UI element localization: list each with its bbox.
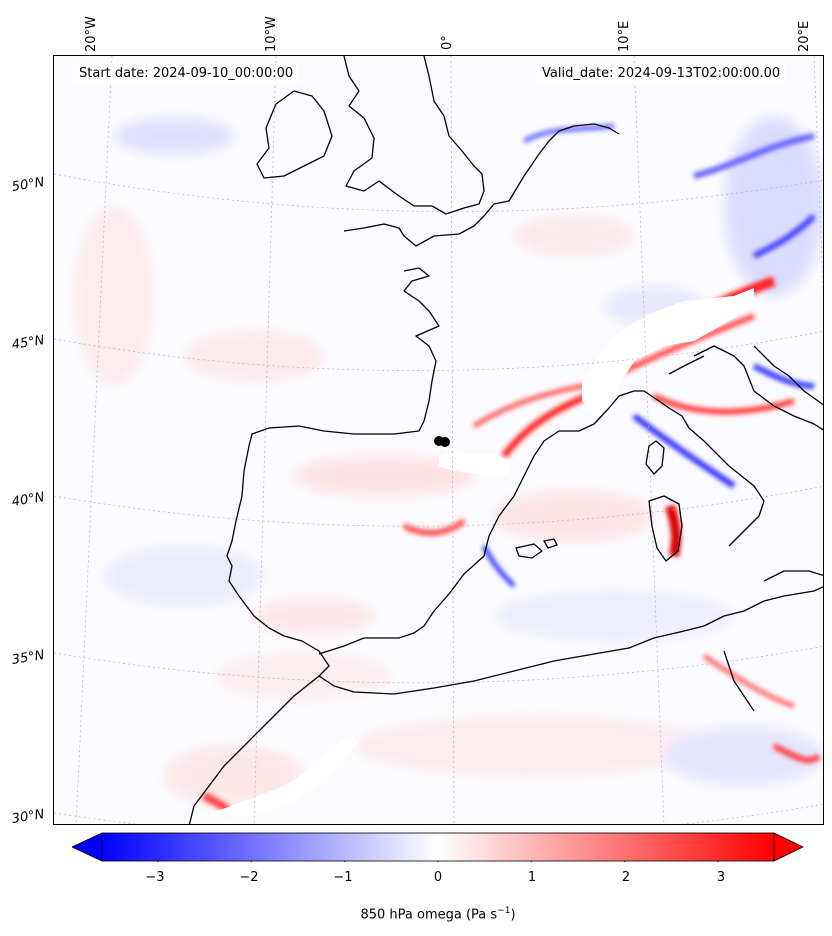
colorbar-tick-label: −2 [239,870,259,885]
terrain-mask-patches [204,288,754,816]
location-marker [434,436,450,447]
colorbar-gradient [72,832,804,862]
colorbar-tick-label: 2 [621,870,631,885]
lon-label-20w: 20°W [84,16,99,52]
colorbar [72,832,804,862]
lon-label-10w: 10°W [264,16,279,52]
lat-label-30n: 30°N [10,806,46,827]
colorbar-max-extend [773,832,804,862]
lon-label-0: 0° [440,35,455,50]
lat-label-45n: 45°N [10,332,46,353]
colorbar-tick-label: 3 [716,870,726,885]
lon-label-20e: 20°E [797,20,812,52]
coastlines [188,56,823,824]
colorbar-tick-label: 0 [433,870,443,885]
colorbar-tick-label: −3 [145,870,165,885]
colorbar-body [101,832,775,862]
omega-field-background [74,116,823,806]
omega-field-map [54,56,823,824]
colorbar-title-text: 850 hPa omega (Pa s [360,907,498,923]
map-panel[interactable] [53,55,824,825]
colorbar-tick-label: 1 [527,870,537,885]
colorbar-title-close: ) [510,907,516,923]
lat-label-40n: 40°N [10,489,46,510]
lat-label-35n: 35°N [10,647,46,668]
colorbar-title: 850 hPa omega (Pa s−1) [0,906,832,922]
valid-date-label: Valid_date: 2024-09-13T02:00:00.00 [536,64,787,83]
colorbar-min-extend [72,832,103,862]
graticule [54,56,823,824]
colorbar-tick-label: −1 [333,870,353,885]
start-date-label: Start date: 2024-09-10_00:00:00 [73,64,300,83]
colorbar-title-exponent: −1 [497,906,511,916]
lat-label-50n: 50°N [10,174,46,195]
lon-label-10e: 10°E [617,20,632,52]
